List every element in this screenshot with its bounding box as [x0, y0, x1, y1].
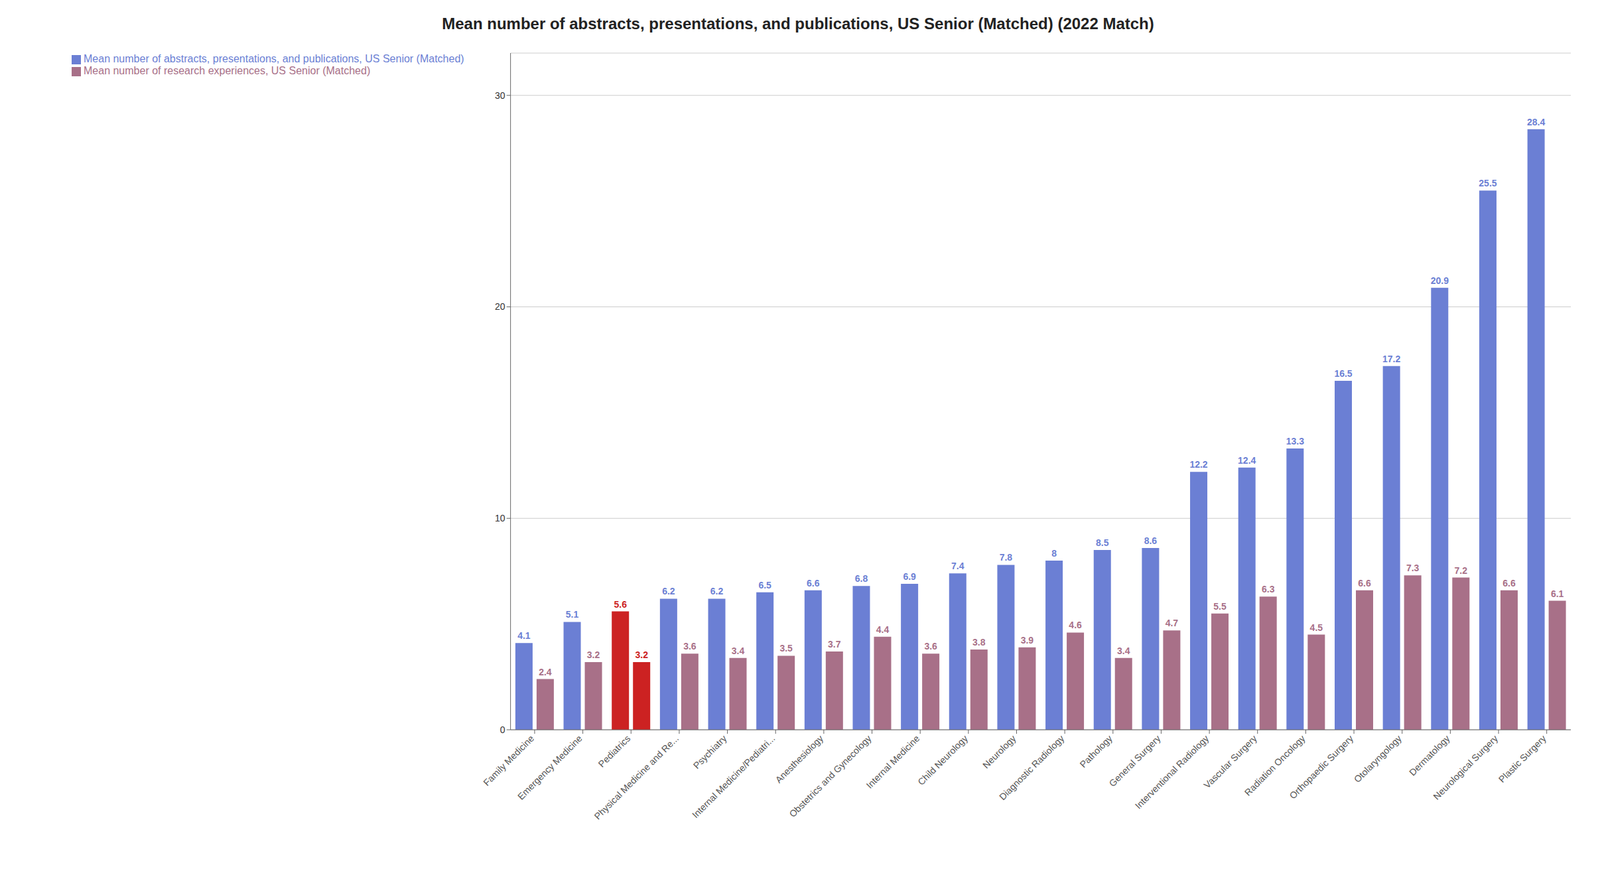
svg-text:3.7: 3.7 [827, 638, 842, 650]
svg-text:Obstetrics and Gynecology: Obstetrics and Gynecology [786, 733, 873, 820]
svg-text:Pathology: Pathology [1077, 733, 1115, 770]
svg-text:Emergency Medicine: Emergency Medicine [515, 733, 585, 802]
svg-text:Physical Medicine and Re...: Physical Medicine and Re... [592, 733, 681, 822]
svg-text:5.6: 5.6 [613, 599, 627, 610]
html-text:Mean number of abstracts, pres: Mean number of abstracts, presentations,… [441, 14, 1155, 33]
svg-text:3.8: 3.8 [972, 636, 986, 648]
svg-text:Interventional Radiology: Interventional Radiology [1133, 733, 1212, 812]
svg-text:Internal Medicine/Pediatri...: Internal Medicine/Pediatri... [689, 733, 777, 820]
svg-text:30: 30 [494, 90, 506, 101]
svg-text:20: 20 [494, 301, 506, 312]
svg-text:4.6: 4.6 [1068, 619, 1082, 631]
svg-text:Diagnostic Radiology: Diagnostic Radiology [997, 733, 1067, 802]
svg-text:7.3: 7.3 [1406, 562, 1420, 574]
svg-text:7.4: 7.4 [951, 560, 965, 572]
html-text:Mean number of research experi: Mean number of research experiences, US … [83, 65, 371, 77]
svg-text:General Surgery: General Surgery [1107, 733, 1163, 789]
svg-text:3.6: 3.6 [683, 640, 697, 652]
svg-text:6.8: 6.8 [855, 573, 869, 584]
svg-text:2.4: 2.4 [538, 666, 552, 678]
svg-text:4.1: 4.1 [517, 630, 531, 641]
svg-text:Internal Medicine: Internal Medicine [864, 733, 923, 791]
svg-text:6.5: 6.5 [758, 579, 772, 591]
svg-text:8.5: 8.5 [1095, 537, 1110, 548]
svg-text:8.6: 8.6 [1144, 535, 1158, 546]
svg-text:13.3: 13.3 [1286, 435, 1305, 447]
svg-text:10: 10 [494, 512, 506, 524]
svg-text:17.2: 17.2 [1382, 353, 1401, 365]
svg-text:Anesthesiology: Anesthesiology [773, 733, 826, 785]
svg-text:4.4: 4.4 [876, 624, 890, 635]
svg-text:28.4: 28.4 [1527, 116, 1545, 128]
svg-text:Family Medicine: Family Medicine [480, 733, 536, 789]
svg-text:6.3: 6.3 [1261, 583, 1275, 595]
svg-text:Vascular Surgery: Vascular Surgery [1201, 732, 1259, 791]
svg-text:Neurology: Neurology [980, 733, 1018, 771]
svg-text:12.2: 12.2 [1189, 459, 1208, 470]
svg-text:6.1: 6.1 [1550, 588, 1565, 600]
svg-text:3.6: 3.6 [924, 640, 938, 652]
svg-text:3.2: 3.2 [634, 649, 649, 661]
svg-text:5.5: 5.5 [1213, 600, 1227, 612]
svg-text:4.5: 4.5 [1310, 622, 1324, 633]
svg-text:3.4: 3.4 [731, 645, 745, 657]
svg-text:Otolaryngology: Otolaryngology [1351, 733, 1404, 785]
svg-text:3.5: 3.5 [779, 642, 793, 654]
svg-text:5.1: 5.1 [565, 608, 580, 620]
svg-text:6.2: 6.2 [710, 585, 724, 597]
svg-text:20.9: 20.9 [1430, 275, 1449, 286]
svg-text:3.4: 3.4 [1117, 645, 1131, 657]
svg-text:Radiation Oncology: Radiation Oncology [1242, 732, 1308, 798]
svg-text:4.7: 4.7 [1165, 617, 1179, 629]
svg-text:Child Neurology: Child Neurology [915, 733, 970, 788]
svg-text:8: 8 [1051, 547, 1057, 559]
svg-text:12.4: 12.4 [1237, 455, 1256, 466]
svg-text:3.9: 3.9 [1020, 634, 1035, 646]
html-text:Mean number of abstracts, pres: Mean number of abstracts, presentations,… [83, 53, 465, 65]
svg-text:6.6: 6.6 [1502, 577, 1516, 589]
svg-text:25.5: 25.5 [1478, 177, 1497, 189]
svg-text:Orthopaedic Surgery: Orthopaedic Surgery [1287, 733, 1356, 802]
svg-text:Psychiatry: Psychiatry [691, 733, 730, 771]
svg-text:Plastic Surgery: Plastic Surgery [1496, 733, 1549, 785]
svg-text:16.5: 16.5 [1333, 368, 1352, 379]
svg-text:Neurological Surgery: Neurological Surgery [1430, 733, 1500, 802]
svg-text:0: 0 [500, 724, 506, 735]
svg-text:7.2: 7.2 [1454, 565, 1468, 576]
svg-text:6.6: 6.6 [806, 577, 820, 589]
svg-text:6.6: 6.6 [1357, 577, 1372, 589]
svg-text:6.9: 6.9 [902, 571, 917, 582]
svg-text:3.2: 3.2 [587, 649, 601, 661]
svg-text:Pediatrics: Pediatrics [596, 733, 633, 770]
svg-text:6.2: 6.2 [662, 585, 676, 597]
svg-text:7.8: 7.8 [999, 551, 1013, 563]
svg-text:Dermatology: Dermatology [1406, 733, 1452, 778]
